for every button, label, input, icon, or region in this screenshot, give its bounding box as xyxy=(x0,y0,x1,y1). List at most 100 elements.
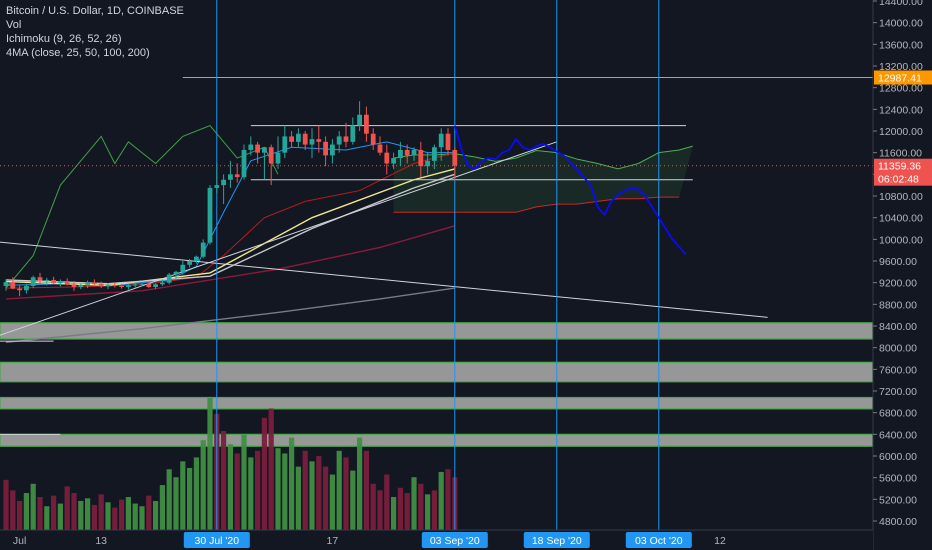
price-axis[interactable]: 14400.00 14000.00 13600.00 13200.00 12800.00… xyxy=(872,0,932,550)
candle-body xyxy=(17,288,22,291)
price-tick-label: 9200.00 xyxy=(879,278,917,290)
candles xyxy=(3,101,458,297)
candle xyxy=(330,139,335,164)
candle-body xyxy=(364,114,369,134)
volume-bar xyxy=(51,495,57,530)
volume-bar xyxy=(418,483,424,530)
volume-bar xyxy=(119,499,125,530)
candle xyxy=(241,144,247,180)
volume-indicator-label[interactable]: Vol xyxy=(6,19,22,31)
volume-bar xyxy=(200,440,206,530)
candle-body xyxy=(166,274,172,283)
price-tick-label: 7600.00 xyxy=(879,364,917,376)
price-tick-label: 9600.00 xyxy=(879,256,917,268)
candle xyxy=(255,141,260,164)
candle xyxy=(58,279,63,287)
volume-bar xyxy=(173,477,179,530)
price-tick-label: 5200.00 xyxy=(879,494,917,506)
symbol-title[interactable]: Bitcoin / U.S. Dollar, 1D, COINBASE xyxy=(6,5,184,17)
candle-body xyxy=(139,283,145,285)
candle-body xyxy=(336,136,342,145)
volume-bar xyxy=(282,453,288,530)
candle-body xyxy=(255,144,260,153)
volume-bar xyxy=(241,434,247,530)
candle xyxy=(166,272,172,285)
candle xyxy=(214,163,220,194)
volume-bar xyxy=(261,417,267,530)
candle xyxy=(228,160,233,188)
candle-body xyxy=(452,149,458,166)
candle xyxy=(275,136,281,169)
volume-bar xyxy=(363,450,369,530)
candle xyxy=(51,276,56,285)
candle-body xyxy=(194,256,199,261)
candle-body xyxy=(64,281,70,285)
volume-bar xyxy=(207,398,213,530)
candle xyxy=(350,117,356,145)
candle-body xyxy=(30,277,36,286)
candle xyxy=(180,261,186,275)
price-tick-label: 6400.00 xyxy=(879,429,917,441)
volume-bar xyxy=(404,493,410,530)
price-tick-label: 10000.00 xyxy=(879,234,923,246)
volume-bar xyxy=(425,494,431,530)
candle xyxy=(200,239,206,259)
candle-body xyxy=(275,152,281,164)
candle-body xyxy=(432,147,437,161)
volume-bar xyxy=(431,490,437,530)
volume-bar xyxy=(391,497,397,530)
time-tick-label: 17 xyxy=(327,535,339,547)
candle-body xyxy=(146,283,152,287)
price-label-box xyxy=(874,70,932,85)
volume-bar xyxy=(227,444,233,530)
volume-bar xyxy=(57,503,63,530)
volume-bar xyxy=(30,483,36,530)
candle-body xyxy=(411,149,417,156)
candle xyxy=(105,283,111,290)
candle xyxy=(282,125,288,159)
price-tick-label: 13600.00 xyxy=(879,39,923,51)
candle-body xyxy=(3,282,9,286)
candle xyxy=(364,106,369,142)
support-zone-1 xyxy=(0,322,874,340)
volume-bar xyxy=(125,497,131,530)
candle xyxy=(126,284,131,290)
volume-bar xyxy=(132,503,138,530)
ma-indicator-label[interactable]: 4MA (close, 25, 50, 100, 200) xyxy=(6,47,150,59)
time-tick-label: 03 Oct '20 xyxy=(635,535,683,547)
price-tick-label: 6800.00 xyxy=(879,408,917,420)
candle-body xyxy=(302,133,308,145)
candle-body xyxy=(78,284,84,287)
candle-body xyxy=(404,149,410,156)
candle xyxy=(160,279,165,286)
support-zone-4 xyxy=(0,433,874,447)
volume-bar xyxy=(343,457,349,530)
volume-bar xyxy=(193,457,199,530)
candle-body xyxy=(37,277,43,281)
candle-body xyxy=(119,285,124,287)
candle-body xyxy=(248,144,254,150)
volume-bar xyxy=(85,498,91,530)
candle-body xyxy=(160,282,165,285)
ma-50-line xyxy=(5,173,456,285)
candle xyxy=(234,163,240,183)
candle xyxy=(3,279,9,291)
candle-body xyxy=(241,149,247,178)
candle xyxy=(357,101,362,131)
time-axis[interactable]: Jul 13 30 Jul '20 17 03 Sep '20 18 Sep '20 03 … xyxy=(0,529,873,550)
volume-bars xyxy=(3,398,458,530)
price-axis-background xyxy=(873,0,932,550)
volume-bar xyxy=(370,483,376,530)
time-tick-label: 18 Sep '20 xyxy=(532,535,582,547)
candle-body xyxy=(132,284,138,286)
volume-bar xyxy=(37,497,43,530)
candle-body xyxy=(10,282,16,289)
volume-bar xyxy=(139,506,145,530)
volume-bar xyxy=(295,466,301,530)
ichimoku-indicator-label[interactable]: Ichimoku (9, 26, 52, 26) xyxy=(6,33,122,45)
candle xyxy=(391,152,396,169)
candle xyxy=(17,284,22,297)
support-zone-2 xyxy=(0,361,874,383)
candle xyxy=(452,147,458,180)
